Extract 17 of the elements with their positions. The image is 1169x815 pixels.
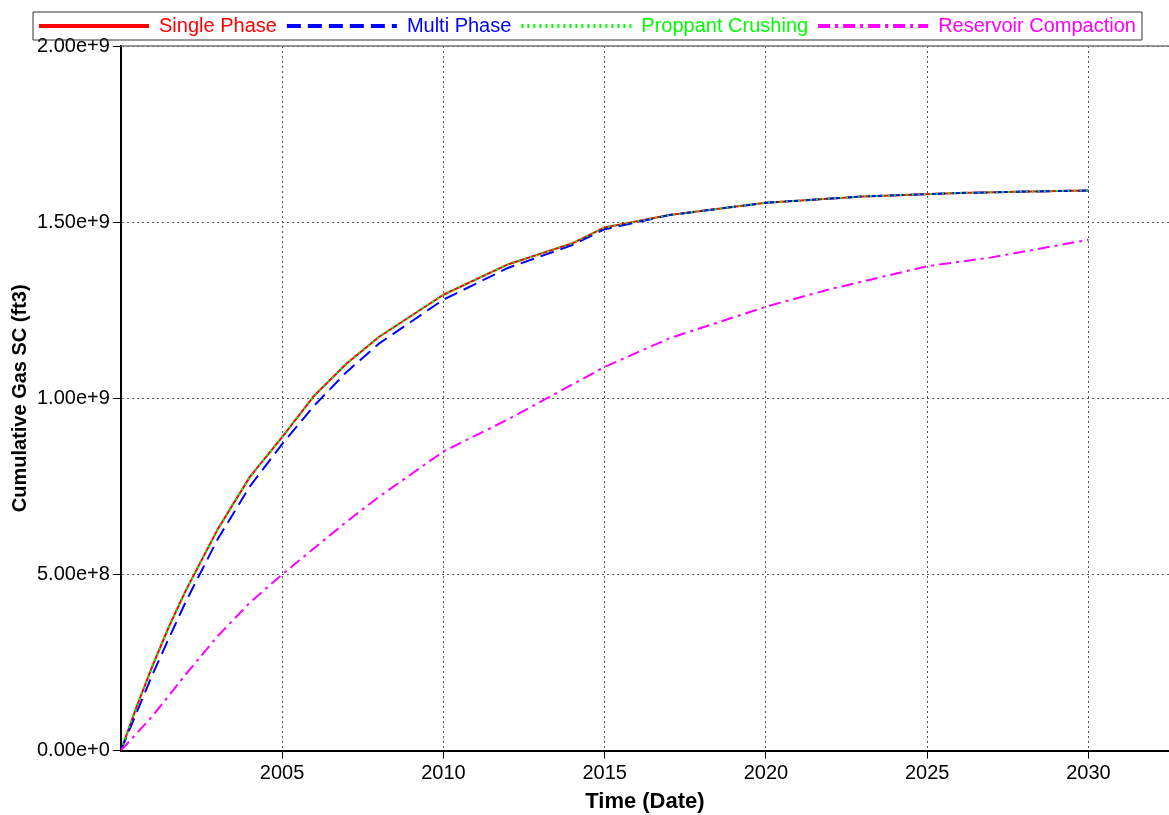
- x-axis-title: Time (Date): [585, 787, 705, 813]
- x-tick-label: 2010: [421, 761, 466, 784]
- y-axis-title: Cumulative Gas SC (ft3): [7, 284, 30, 513]
- x-tick-label: 2015: [582, 761, 627, 784]
- text: Proppant Crushing: [641, 13, 809, 36]
- x-tick-label: 2025: [904, 761, 950, 784]
- y-tick-label: 1.00e+9: [36, 385, 110, 408]
- x-tick-label: 2020: [743, 761, 789, 784]
- x-tick-label: 2030: [1066, 761, 1111, 784]
- y-tick-label: 0.00e+0: [36, 738, 110, 761]
- x-tick-label: 2005: [259, 761, 305, 784]
- text: Multi Phase: [406, 13, 512, 36]
- text: Reservoir Compaction: [938, 13, 1136, 36]
- y-tick-label: 5.00e+8: [36, 561, 110, 584]
- text: Single Phase: [159, 13, 277, 36]
- y-tick-label: 1.50e+9: [36, 209, 110, 232]
- y-tick-label: 2.00e+9: [36, 33, 110, 56]
